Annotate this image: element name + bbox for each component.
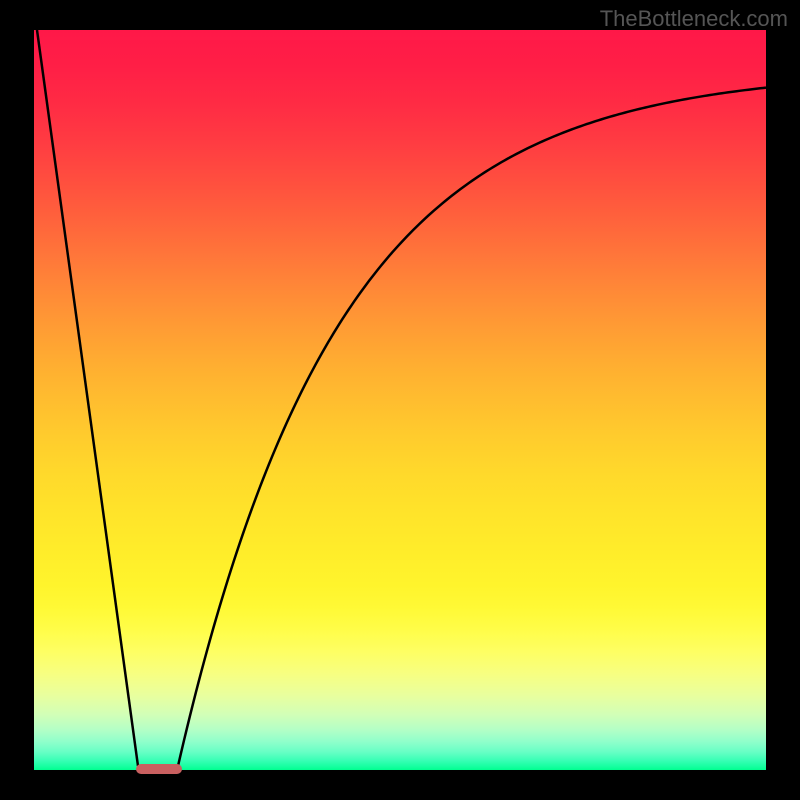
bottom-marker: [136, 764, 182, 774]
watermark-text: TheBottleneck.com: [600, 6, 788, 32]
chart-container: TheBottleneck.com: [0, 0, 800, 800]
plot-area: [34, 30, 766, 770]
bottleneck-chart: [0, 0, 800, 800]
